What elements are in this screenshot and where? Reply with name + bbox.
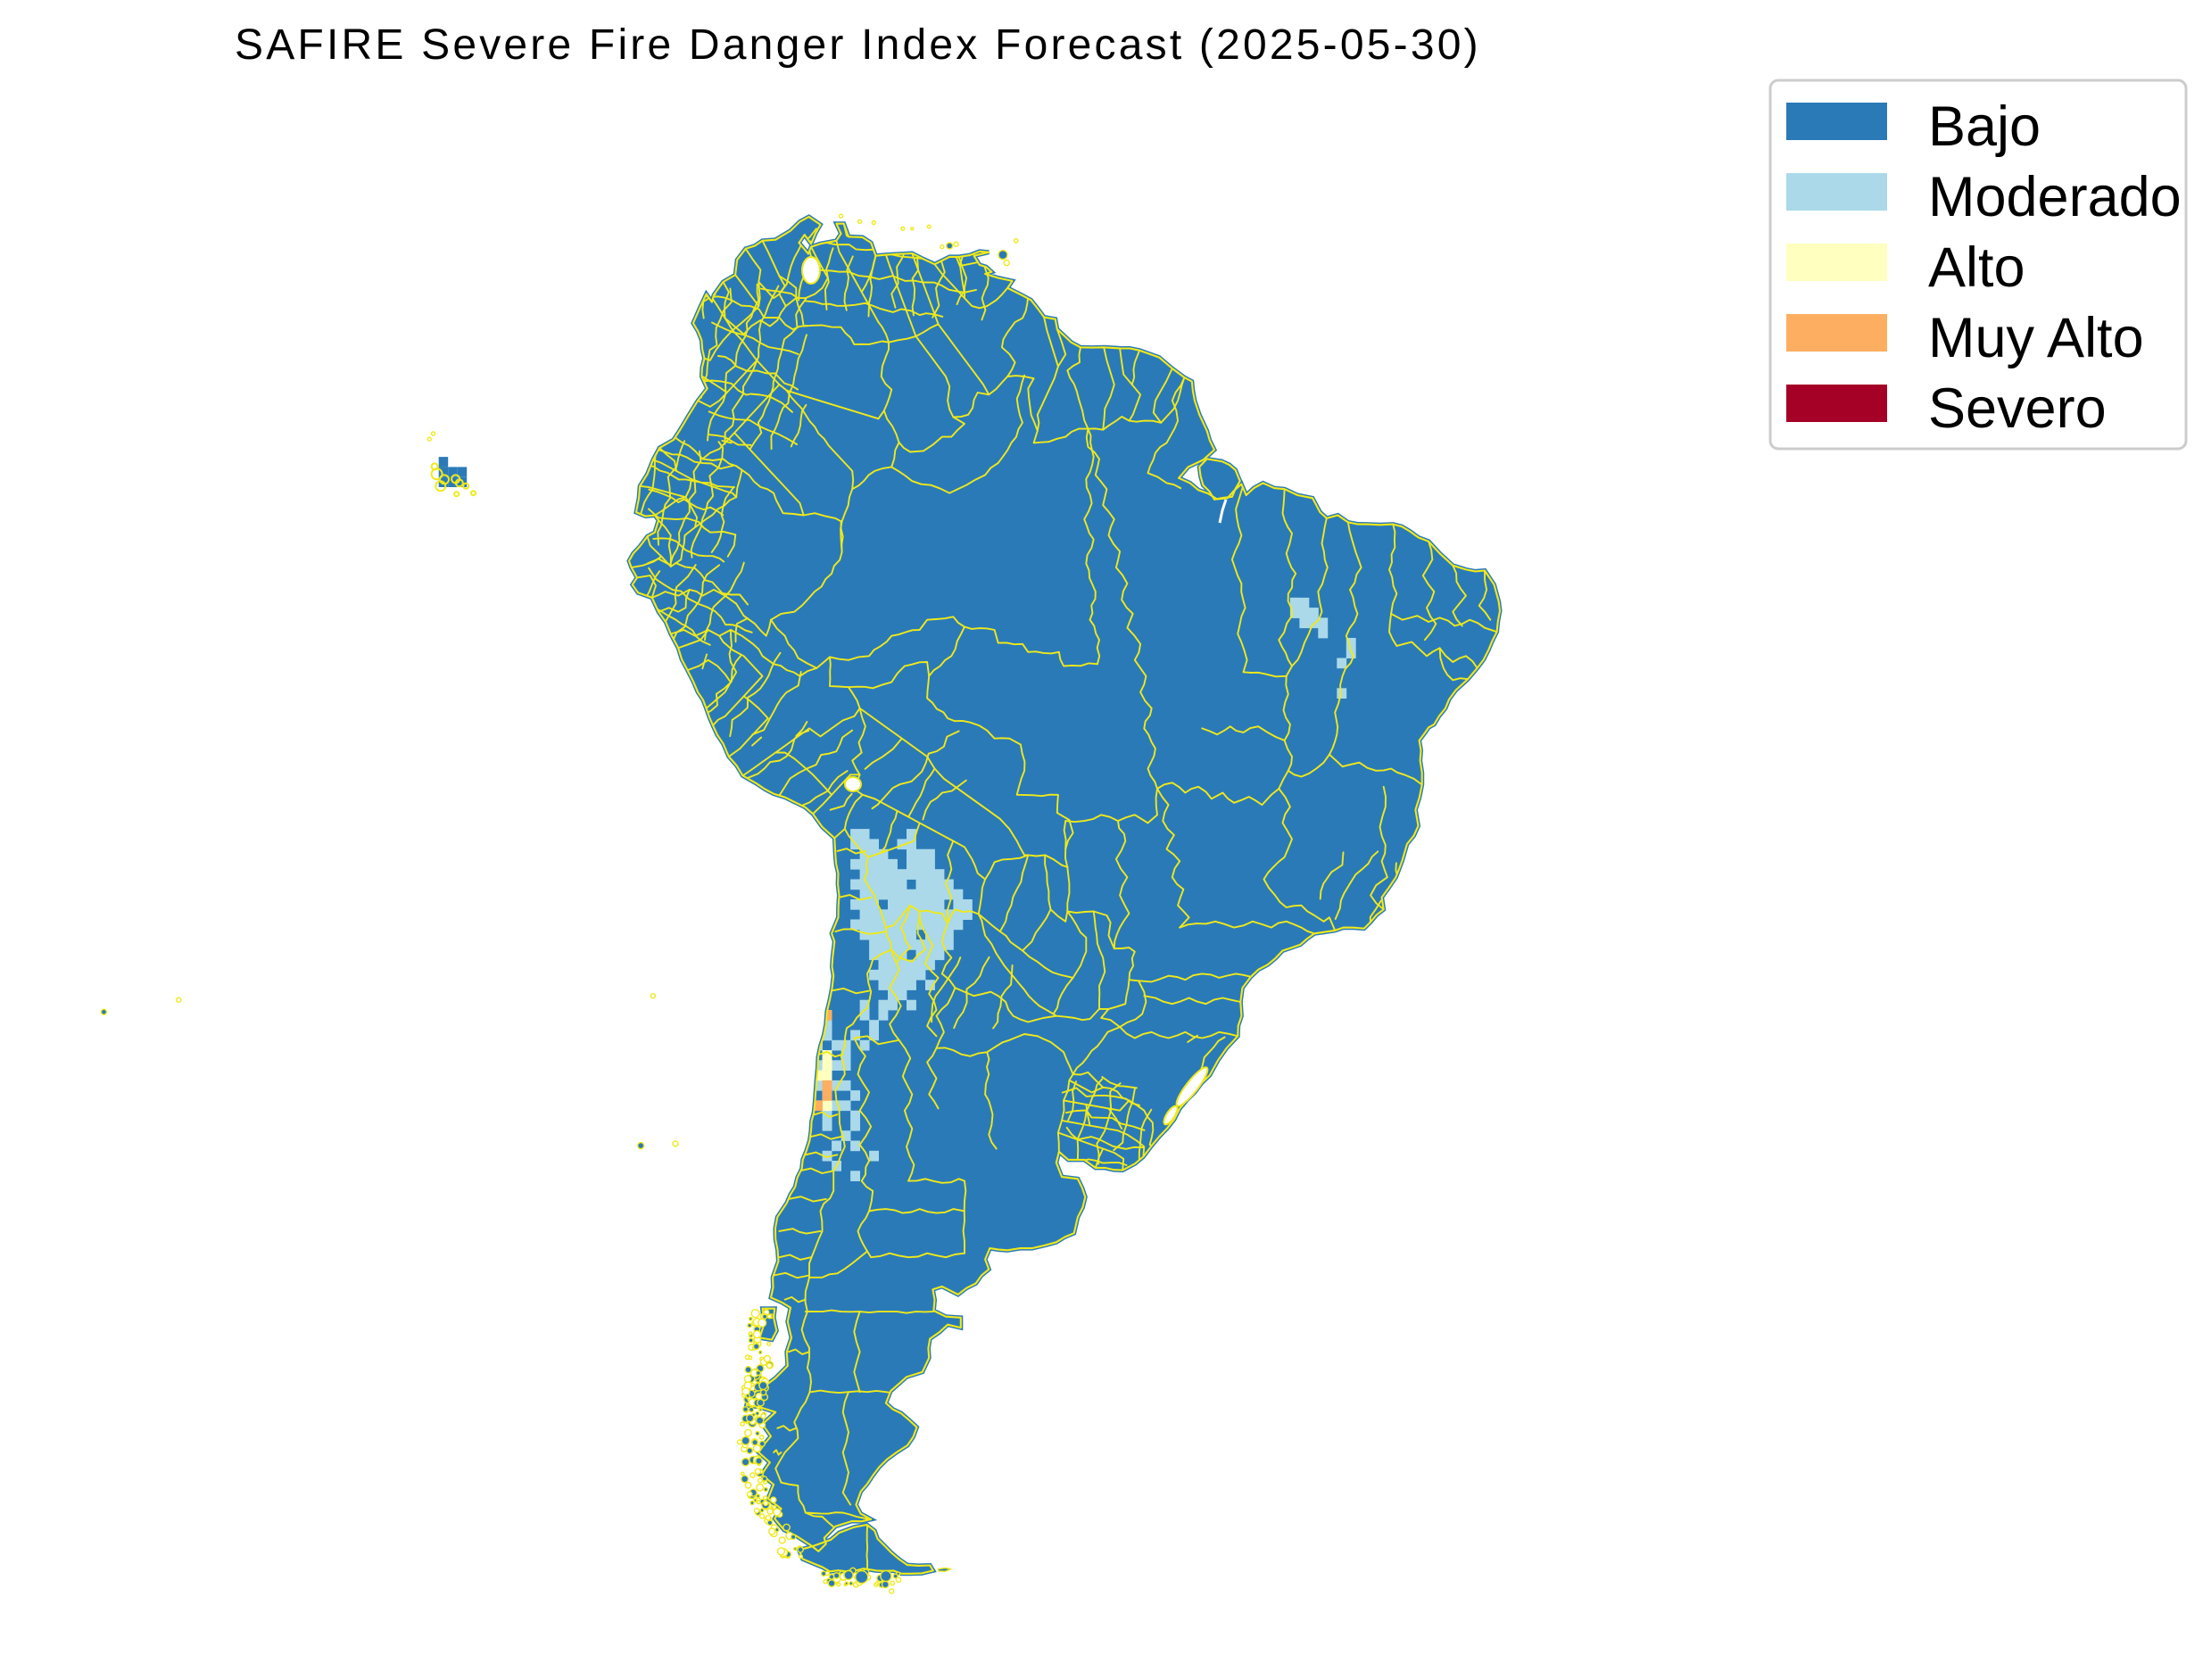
svg-text:Alto: Alto [1928,236,2025,299]
svg-text:Moderado: Moderado [1928,166,2182,228]
svg-text:SAFIRE Severe Fire Danger Inde: SAFIRE Severe Fire Danger Index Forecast… [235,21,1481,69]
svg-text:Bajo: Bajo [1928,95,2041,158]
svg-text:Severo: Severo [1928,377,2107,440]
svg-text:Muy Alto: Muy Alto [1928,307,2144,369]
